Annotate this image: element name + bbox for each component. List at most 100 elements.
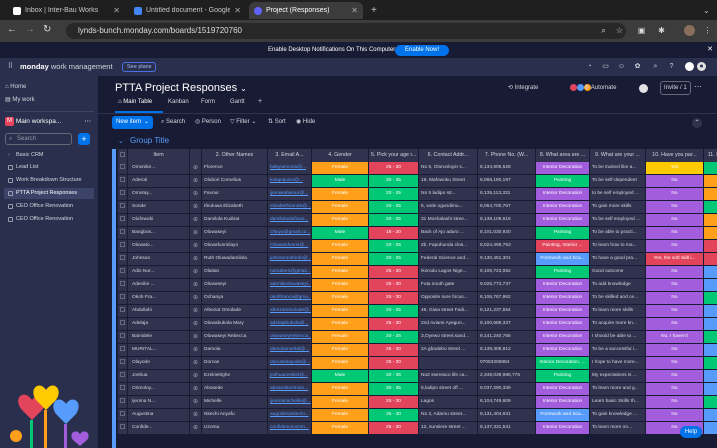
status-label-cell[interactable]: Yes	[646, 162, 704, 175]
status-label-cell[interactable]: 20 - 25	[369, 201, 419, 214]
status-label-cell[interactable]: LinkedIn	[704, 292, 717, 305]
status-label-cell[interactable]: 20 - 25	[369, 331, 419, 344]
row-checkbox[interactable]	[118, 292, 128, 305]
table-cell[interactable]: 8,068,180,197	[478, 175, 536, 188]
table-cell[interactable]: To be trained like a...	[590, 162, 646, 175]
chevron-down-icon[interactable]: ⌄	[143, 119, 149, 125]
chat-column-header[interactable]	[190, 149, 202, 162]
conversation-icon[interactable]: ⊕	[190, 214, 202, 227]
row-checkbox[interactable]	[118, 227, 128, 240]
conversation-icon[interactable]: ⊕	[190, 357, 202, 370]
add-board-button[interactable]: +	[78, 133, 90, 145]
status-label-cell[interactable]: Painting	[536, 175, 590, 188]
status-label-cell[interactable]: Female	[312, 188, 369, 201]
board-owner-avatar[interactable]	[639, 84, 648, 93]
table-cell[interactable]: To add knowledge	[590, 279, 646, 292]
sidebar-search-input[interactable]: ⌕ Search	[5, 133, 72, 145]
conversation-icon[interactable]: ⊕	[190, 292, 202, 305]
row-checkbox[interactable]	[118, 279, 128, 292]
status-label-cell[interactable]: Instagram	[704, 253, 717, 266]
status-label-cell[interactable]: 20 - 25	[369, 240, 419, 253]
table-cell[interactable]: 9,025,773,737	[478, 279, 536, 292]
new-tab-button[interactable]: +	[371, 5, 377, 16]
status-label-cell[interactable]: Interior Decoration	[536, 344, 590, 357]
table-cell[interactable]: 8,101,030,920	[478, 227, 536, 240]
row-checkbox[interactable]	[118, 305, 128, 318]
person-filter-button[interactable]: ◎ Person	[195, 119, 221, 125]
status-label-cell[interactable]: Painting	[536, 266, 590, 279]
status-label-cell[interactable]: Facebook	[704, 318, 717, 331]
status-label-cell[interactable]: Female	[312, 214, 369, 227]
status-label-cell[interactable]: No	[646, 292, 704, 305]
status-label-cell[interactable]: 20 - 25	[369, 305, 419, 318]
tab-gantt[interactable]: Gantt	[230, 99, 245, 105]
status-label-cell[interactable]: Female	[312, 422, 369, 435]
conversation-icon[interactable]: ⊕	[190, 162, 202, 175]
table-cell[interactable]: Dorcas	[202, 357, 268, 370]
close-icon[interactable]: ✕	[234, 6, 241, 15]
status-label-cell[interactable]: Interior Decoration	[536, 396, 590, 409]
column-header[interactable]: Item	[128, 149, 190, 162]
table-cell[interactable]: 49, Giwa street Fadi...	[419, 305, 478, 318]
row-checkbox[interactable]	[118, 344, 128, 357]
status-label-cell[interactable]: No	[646, 214, 704, 227]
item-name-cell[interactable]: MURITAL...	[128, 344, 190, 357]
table-cell[interactable]: Futa south gate	[419, 279, 478, 292]
table-cell[interactable]: To learn more and g...	[590, 383, 646, 396]
add-view-button[interactable]: +	[258, 98, 263, 105]
row-checkbox[interactable]	[118, 201, 128, 214]
email-cell[interactable]: oluwaseyirebecca...	[268, 331, 312, 344]
group-title[interactable]: Group Title	[130, 136, 170, 145]
status-label-cell[interactable]: Facebook	[704, 370, 717, 383]
status-label-cell[interactable]: Interior Decoration	[536, 292, 590, 305]
status-label-cell[interactable]: No	[646, 227, 704, 240]
column-header[interactable]: 5. Pick your age r...	[369, 149, 419, 162]
table-cell[interactable]: Ochanya	[202, 292, 268, 305]
item-name-cell[interactable]: Olayode	[128, 357, 190, 370]
status-label-cell[interactable]: 30 - 35	[369, 175, 419, 188]
sidebar-item-home[interactable]: ⌂ Home	[5, 84, 27, 90]
email-cell[interactable]: augustinankechi...	[268, 409, 312, 422]
status-label-cell[interactable]: Interior Decoration	[536, 162, 590, 175]
workspace-selector[interactable]: M Main workspa... ⋯	[5, 116, 93, 128]
sidebar-board-lead-list[interactable]: Lead List	[4, 162, 94, 173]
conversation-icon[interactable]: ⊕	[190, 370, 202, 383]
status-label-cell[interactable]: Female	[312, 396, 369, 409]
status-label-cell[interactable]: 35 - 40	[369, 409, 419, 422]
item-name-cell[interactable]: Sonde	[128, 201, 190, 214]
board-title[interactable]: PTTA Project Responses ⌄	[115, 82, 247, 94]
table-cell[interactable]: 8,ladipo street off ...	[419, 383, 478, 396]
sort-button[interactable]: ⇅ Sort	[268, 119, 286, 125]
table-cell[interactable]: Ruth Oluwadamilola	[202, 253, 268, 266]
item-name-cell[interactable]: Ijeoma N...	[128, 396, 190, 409]
conversation-icon[interactable]: ⊕	[190, 201, 202, 214]
table-cell[interactable]	[419, 357, 478, 370]
table-cell[interactable]: 07083306884	[478, 357, 536, 370]
conversation-icon[interactable]: ⊕	[190, 266, 202, 279]
table-cell[interactable]: Learn basic Skills th...	[590, 396, 646, 409]
item-name-cell[interactable]: Oluwato...	[128, 240, 190, 253]
status-label-cell[interactable]: 25 - 30	[369, 279, 419, 292]
table-cell[interactable]: 8,131,404,931	[478, 409, 536, 422]
table-cell[interactable]: No 5 ladipo str...	[419, 188, 478, 201]
table-cell[interactable]: Oluwaseyi Rebecca	[202, 331, 268, 344]
column-header[interactable]: 9. What are your ...	[590, 149, 646, 162]
table-cell[interactable]: to be self employed ...	[590, 188, 646, 201]
conversation-icon[interactable]: ⊕	[190, 331, 202, 344]
status-label-cell[interactable]: Female	[312, 383, 369, 396]
status-label-cell[interactable]: Facebook	[704, 344, 717, 357]
table-cell[interactable]: 2nd Avians Ayegun...	[419, 318, 478, 331]
bell-icon[interactable]: ◔	[587, 63, 592, 70]
item-name-cell[interactable]: Adio Nur...	[128, 266, 190, 279]
back-arrow-icon[interactable]: ←	[7, 24, 17, 35]
status-label-cell[interactable]: Interior Decoration	[536, 383, 590, 396]
status-label-cell[interactable]: Painting, Interior ...	[536, 240, 590, 253]
chevron-down-icon[interactable]: ⌄	[118, 138, 124, 145]
item-name-cell[interactable]: Adelaja	[128, 318, 190, 331]
conversation-icon[interactable]: ⊕	[190, 396, 202, 409]
table-cell[interactable]: Damola	[202, 344, 268, 357]
help-icon[interactable]: ?	[669, 63, 674, 70]
column-header[interactable]: 6. Contact Addr...	[419, 149, 478, 162]
row-checkbox[interactable]	[118, 396, 128, 409]
table-cell[interactable]: To be able to practi...	[590, 227, 646, 240]
